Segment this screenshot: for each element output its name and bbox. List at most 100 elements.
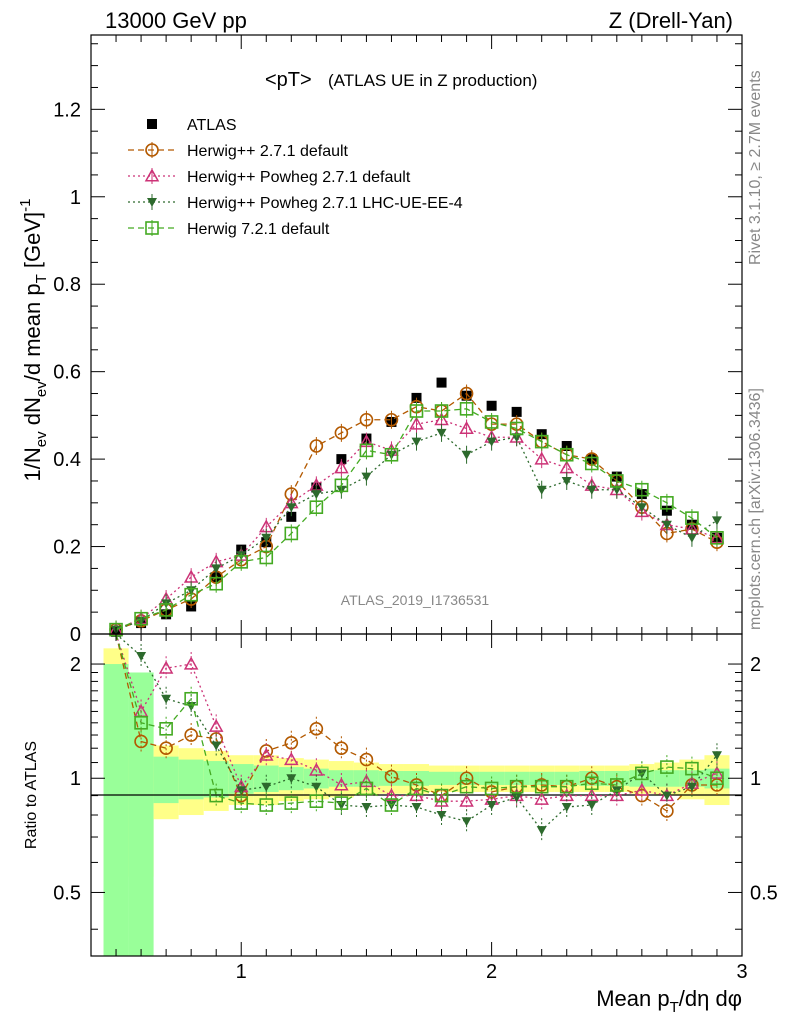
ratio-y-tick-label: 1 <box>70 768 81 790</box>
band-green <box>178 759 204 800</box>
ratio-point <box>184 691 198 706</box>
ratio-y-axis-label: Ratio to ATLAS <box>23 741 40 849</box>
x-tick-label: 2 <box>486 961 497 983</box>
ratio-point <box>436 811 447 821</box>
data-point <box>711 516 722 526</box>
ratio-point <box>534 779 549 794</box>
ratio-point <box>660 760 674 774</box>
x-tick-label: 1 <box>236 961 247 983</box>
legend-label: ATLAS <box>187 117 237 134</box>
data-point <box>261 533 272 543</box>
data-point <box>334 426 349 440</box>
legend-marker <box>145 221 159 235</box>
ratio-point <box>184 728 198 742</box>
data-point <box>484 415 499 429</box>
band-green <box>654 770 680 787</box>
ratio-point <box>584 788 600 802</box>
ratio-point <box>208 718 224 732</box>
ratio-point <box>409 781 424 796</box>
ratio-y-tick-label-right: 2 <box>750 654 761 676</box>
ratio-point <box>459 779 474 794</box>
x-axis: 1 2 3 <box>115 634 748 983</box>
data-point <box>159 603 173 617</box>
ratio-point <box>311 782 322 792</box>
main-y-axis-label: 1/Nev dNev/d mean pT [GeV]-1 <box>17 199 50 482</box>
ratio-point <box>685 761 699 776</box>
ratio-point <box>359 781 374 796</box>
ratio-point <box>561 802 572 812</box>
ratio-point <box>134 716 148 730</box>
ratio-point <box>159 722 173 736</box>
data-point <box>660 496 674 510</box>
data-point <box>234 555 249 569</box>
data-point <box>309 439 324 453</box>
data-point <box>334 478 349 493</box>
data-point <box>584 456 599 471</box>
data-point <box>661 520 672 530</box>
ratio-point <box>384 798 399 812</box>
ratio-point <box>584 776 599 791</box>
ratio-point <box>309 794 324 808</box>
data-point <box>311 490 322 500</box>
data-point <box>211 564 222 574</box>
data-point <box>384 412 399 427</box>
data-point <box>184 587 198 602</box>
header-right: Z (Drell-Yan) <box>609 8 733 33</box>
band-green <box>203 761 229 798</box>
ratio-point <box>511 793 522 803</box>
data-point <box>610 474 624 488</box>
main-y-axis: 0 0.2 0.4 0.6 0.8 1 1.2 <box>53 43 742 646</box>
ratio-y-axis: 0.5 0.5 1 1 2 2 <box>53 654 778 930</box>
data-point <box>534 434 549 449</box>
ratio-point <box>136 652 147 662</box>
data-point <box>710 531 724 545</box>
band-green <box>429 771 455 785</box>
header-left: 13000 GeV pp <box>105 8 247 33</box>
data-point <box>634 504 650 518</box>
data-point <box>459 386 474 401</box>
data-point <box>461 450 472 460</box>
ratio-point <box>509 779 524 794</box>
ratio-point <box>384 769 399 784</box>
ratio-point <box>661 791 672 801</box>
ratio-point <box>686 782 697 792</box>
analysis-watermark: ATLAS_2019_I1736531 <box>341 592 490 608</box>
data-point <box>409 416 424 430</box>
ratio-point <box>536 826 547 836</box>
data-point <box>134 611 148 626</box>
main-series-layer <box>108 377 725 639</box>
ratio-point <box>534 791 549 805</box>
main-y-tick-label: 0.6 <box>53 362 81 384</box>
band-green <box>103 664 129 956</box>
data-point <box>511 433 522 443</box>
main-panel: 0 0.2 0.4 0.6 0.8 1 1.2 <pT> (ATLAS UE in Z pr… <box>17 34 743 646</box>
legend-entry: Herwig 7.2.1 default <box>128 220 330 238</box>
data-point <box>334 460 349 474</box>
data-point <box>486 400 497 411</box>
data-point <box>559 447 574 462</box>
data-point <box>411 437 422 447</box>
ratio-point <box>334 777 349 791</box>
data-point <box>409 404 424 418</box>
ratio-point <box>159 741 173 756</box>
ratio-point <box>434 793 449 807</box>
main-y-tick-label: 0.2 <box>53 537 81 559</box>
legend-entry: Herwig++ Powheg 2.7.1 LHC-UE-EE-4 <box>128 194 463 212</box>
main-y-tick-label: 0.8 <box>53 274 81 296</box>
ratio-point <box>286 774 297 784</box>
ratio-point <box>334 741 349 756</box>
legend-marker <box>145 143 159 157</box>
ratio-point <box>486 801 497 811</box>
main-y-tick-label: 1.2 <box>53 99 81 121</box>
mcplots-text: mcplots.cern.ch [arXiv:1306.3436] <box>747 388 764 630</box>
ratio-point <box>434 788 449 803</box>
legend-entry: ATLAS <box>147 117 237 134</box>
ratio-point <box>209 788 223 803</box>
data-point <box>686 533 697 543</box>
ratio-y-tick-label: 0.5 <box>53 882 81 904</box>
main-y-tick-label: 1 <box>70 187 81 209</box>
ratio-series-herwig-7-2-1-default <box>115 633 724 818</box>
ratio-point <box>259 798 274 812</box>
data-point <box>259 550 274 565</box>
plot-title: <pT> <box>265 69 312 91</box>
